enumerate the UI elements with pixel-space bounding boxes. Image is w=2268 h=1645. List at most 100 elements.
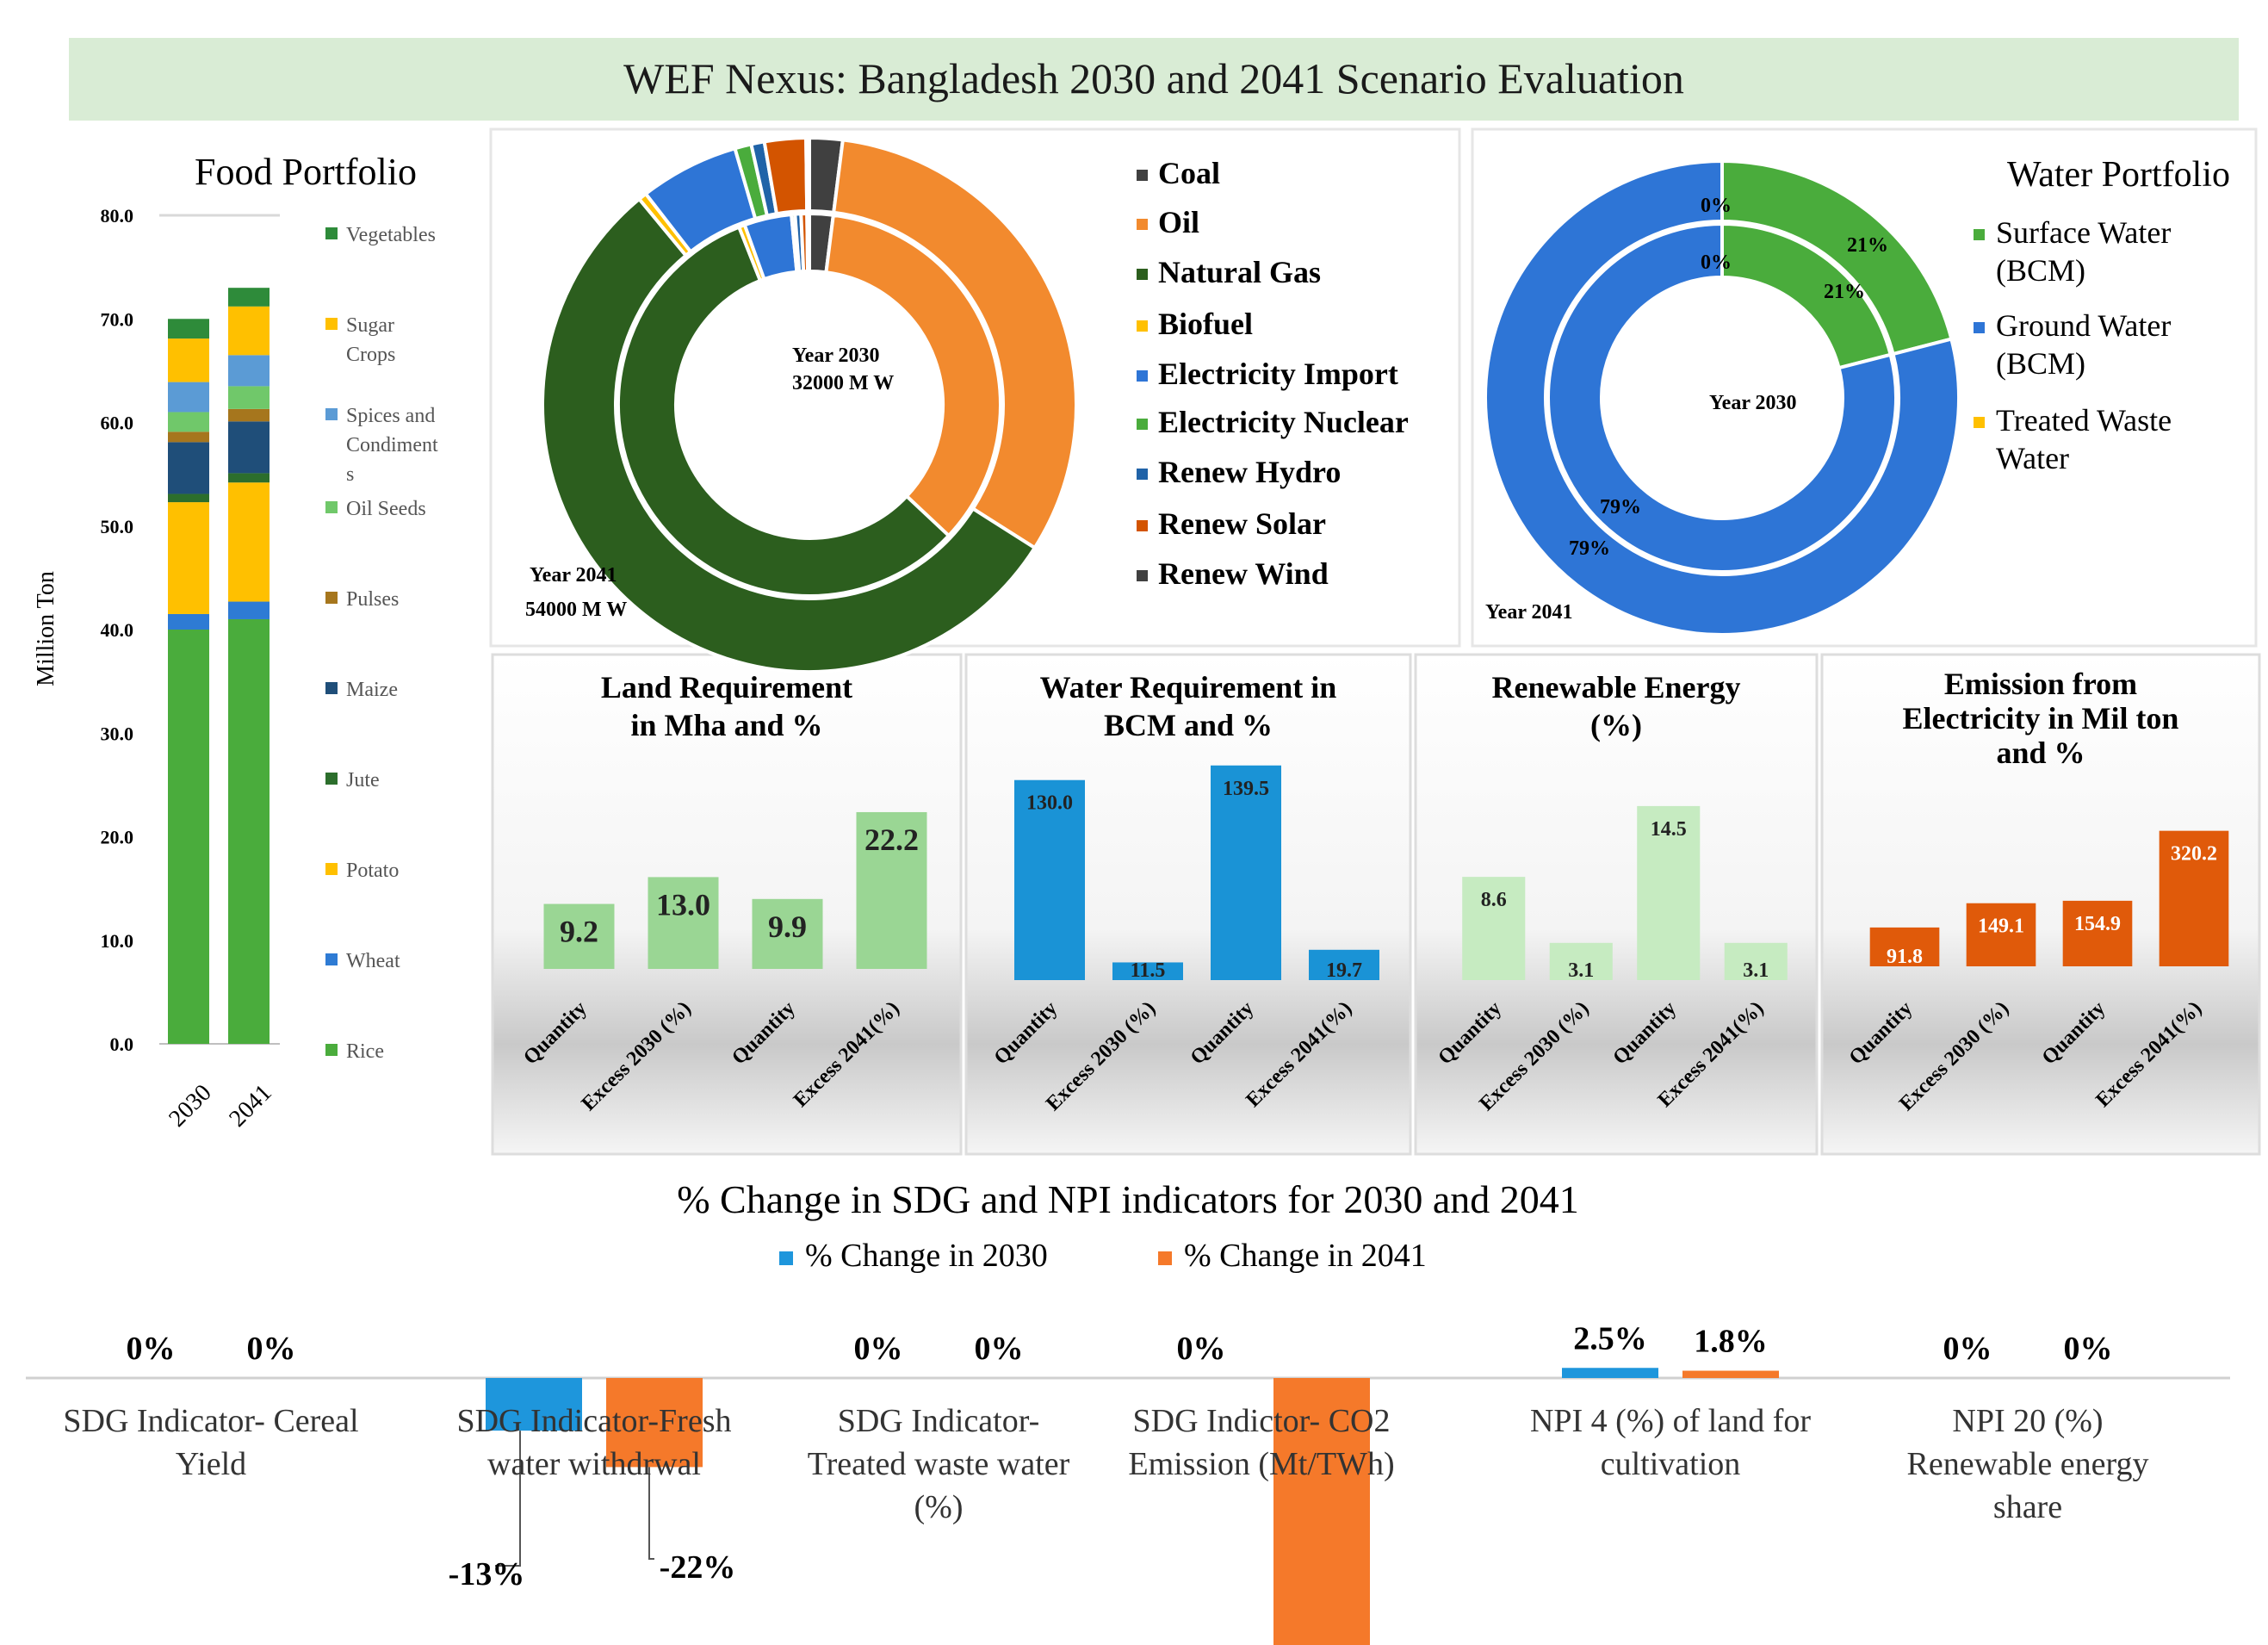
- sdg-bar-1-0: [486, 1378, 582, 1431]
- renewable-value-label-1: 3.1: [1568, 959, 1594, 982]
- food-legend-vegetables: Vegetables: [346, 224, 436, 246]
- food-legend-line: Maize: [346, 679, 398, 701]
- energy-donut-chart: Year 2030 32000 M W Year 2041 54000 M W Coal…: [525, 135, 1409, 674]
- food-x-label: 2041: [224, 1079, 277, 1133]
- water-inner-label: Year 2030: [1709, 392, 1797, 414]
- water_req-bar-0: [1014, 779, 1085, 980]
- sdg-npi-change-chart: % Change in SDG and NPI indicators for 2…: [26, 1177, 2230, 1645]
- food-legend-oil-seeds: Oil Seeds: [346, 498, 426, 520]
- renewable-bar-2: [1637, 805, 1701, 980]
- emission-value-label-1: 149.1: [1978, 916, 2024, 938]
- water_req-bar-1: [1112, 962, 1183, 980]
- sdg-category-label-line: SDG Indicator-Fresh: [456, 1403, 731, 1439]
- food-legend-swatch-pulses: [325, 592, 338, 604]
- sdg-title: % Change in SDG and NPI indicators for 2…: [677, 1177, 1579, 1221]
- renewable-bar-1: [1549, 942, 1613, 980]
- food-bar-2030-sugar-crops: [168, 338, 209, 382]
- energy-legend-swatch-oil: [1137, 219, 1148, 230]
- sdg-category-label-line: NPI 20 (%): [1952, 1403, 2103, 1439]
- sdg-value-label-1-1: -22%: [660, 1549, 736, 1586]
- sdg-category-label-line: water withdrwal: [487, 1446, 701, 1482]
- emission-value-label-3: 320.2: [2171, 843, 2217, 866]
- food-bar-2030-jute: [168, 494, 209, 503]
- sdg-value-label-4-1: 1.8%: [1694, 1324, 1768, 1360]
- food-bar-2041-spices-and-condiments: [228, 355, 270, 387]
- sdg-value-label-0-1: 0%: [247, 1331, 296, 1367]
- food-legend-wheat: Wheat: [346, 950, 400, 972]
- energy-legend-electricity-import: Electricity Import: [1158, 357, 1398, 391]
- renewable-bar-3: [1724, 942, 1788, 980]
- food-y-tick: 60.0: [101, 413, 134, 434]
- food-legend-line: Sugar: [346, 314, 394, 337]
- renewable-title-line: Renewable Energy: [1492, 670, 1741, 705]
- sdg-legend-2030: % Change in 2030: [805, 1238, 1048, 1274]
- food-legend-swatch-jute: [325, 773, 338, 785]
- renewable-title-line: (%): [1590, 708, 1642, 742]
- sdg-value-label-1-0: -13%: [449, 1556, 525, 1592]
- water-legend-line: (BCM): [1996, 346, 2085, 381]
- food-legend-swatch-spices-and-condiment-s: [325, 408, 338, 420]
- food-y-tick: 20.0: [101, 827, 134, 848]
- food-bar-2041-pulses: [228, 408, 270, 422]
- sdg-bar-3-1: [1273, 1378, 1370, 1645]
- food-legend-spices-and-condiment-s: Spices and Condiment s: [346, 405, 438, 486]
- water-inner-surface-pct: 21%: [1824, 281, 1865, 303]
- food-legend-line: Wheat: [346, 950, 400, 972]
- emission-title-line: Electricity in Mil ton: [1903, 701, 2179, 736]
- energy-legend-renew-solar: Renew Solar: [1158, 506, 1326, 541]
- energy-legend-natural-gas: Natural Gas: [1158, 255, 1321, 289]
- food-bar-2030-potato: [168, 502, 209, 614]
- sdg-value-label-4-0: 2.5%: [1573, 1320, 1647, 1356]
- sdg-legend-swatch-2030: [779, 1251, 793, 1265]
- water-legend-treated-waste-water: Treated Waste Water: [1996, 403, 2172, 475]
- water-legend-swatch-ground-water-bcm: [1974, 322, 1985, 333]
- energy-2030-slice-1: [824, 213, 1002, 538]
- water-inner-ground-pct: 79%: [1600, 496, 1641, 518]
- land-value-label-3: 22.2: [864, 822, 919, 857]
- emission-bar-3: [2159, 830, 2229, 966]
- food-bar-2030-oil-seeds: [168, 412, 209, 432]
- energy-legend-renew-wind: Renew Wind: [1158, 556, 1329, 591]
- food-x-label: 2030: [164, 1079, 217, 1133]
- food-legend-sugar-crops: Sugar Crops: [346, 314, 395, 366]
- water_req-value-label-3: 19.7: [1326, 959, 1362, 982]
- land-value-label-2: 9.9: [768, 909, 807, 944]
- energy-legend-electricity-nuclear: Electricity Nuclear: [1158, 405, 1409, 439]
- sdg-bar-4-0: [1562, 1368, 1658, 1378]
- food-bar-2041-sugar-crops: [228, 306, 270, 356]
- land-title-line: Land Requirement: [601, 670, 852, 705]
- land-title-line: in Mha and %: [630, 708, 822, 742]
- energy-outer-label: Year 2041: [530, 564, 617, 587]
- sdg-leader-line-0: [495, 1431, 521, 1567]
- water_req-value-label-0: 130.0: [1026, 792, 1073, 815]
- water-outer-ground-pct: 79%: [1569, 537, 1610, 560]
- emission-title-line: Emission from: [1944, 667, 2137, 701]
- food-legend-line: Pulses: [346, 588, 399, 611]
- water-2041-slice-1: [1484, 158, 1961, 636]
- food-legend-line: Oil Seeds: [346, 498, 426, 520]
- energy-legend-swatch-renew-solar: [1137, 520, 1148, 531]
- food-bar-2030-spices-and-condiments: [168, 382, 209, 413]
- energy-legend-swatch-renew-hydro: [1137, 469, 1148, 480]
- renewable-value-label-0: 8.6: [1481, 889, 1507, 911]
- food-bar-2041-vegetables: [228, 288, 270, 307]
- emission-title-line: and %: [1996, 736, 2085, 770]
- water-legend-line: Ground Water: [1996, 308, 2171, 343]
- food-bar-2041-rice: [228, 618, 270, 1044]
- energy-2041-slice-2: [541, 196, 1038, 674]
- renewable-value-label-3: 3.1: [1743, 959, 1769, 982]
- emission-value-label-2: 154.9: [2074, 913, 2121, 935]
- food-legend-line: Crops: [346, 344, 395, 366]
- energy-legend-oil: Oil: [1158, 205, 1199, 239]
- food-legend-swatch-oil-seeds: [325, 501, 338, 513]
- main-title: WEF Nexus: Bangladesh 2030 and 2041 Scen…: [623, 54, 1684, 102]
- food-bar-2030-vegetables: [168, 319, 209, 339]
- energy-2041-slice-8: [804, 135, 811, 214]
- food-legend-line: Condiment: [346, 434, 438, 456]
- water-title: Water Portfolio: [2007, 155, 2230, 195]
- water_req-title-line: Water Requirement in: [1040, 670, 1337, 705]
- food-legend-potato: Potato: [346, 860, 399, 882]
- food-y-tick: 80.0: [101, 205, 134, 227]
- land-value-label-1: 13.0: [656, 887, 710, 922]
- land-bar-1: [648, 877, 719, 969]
